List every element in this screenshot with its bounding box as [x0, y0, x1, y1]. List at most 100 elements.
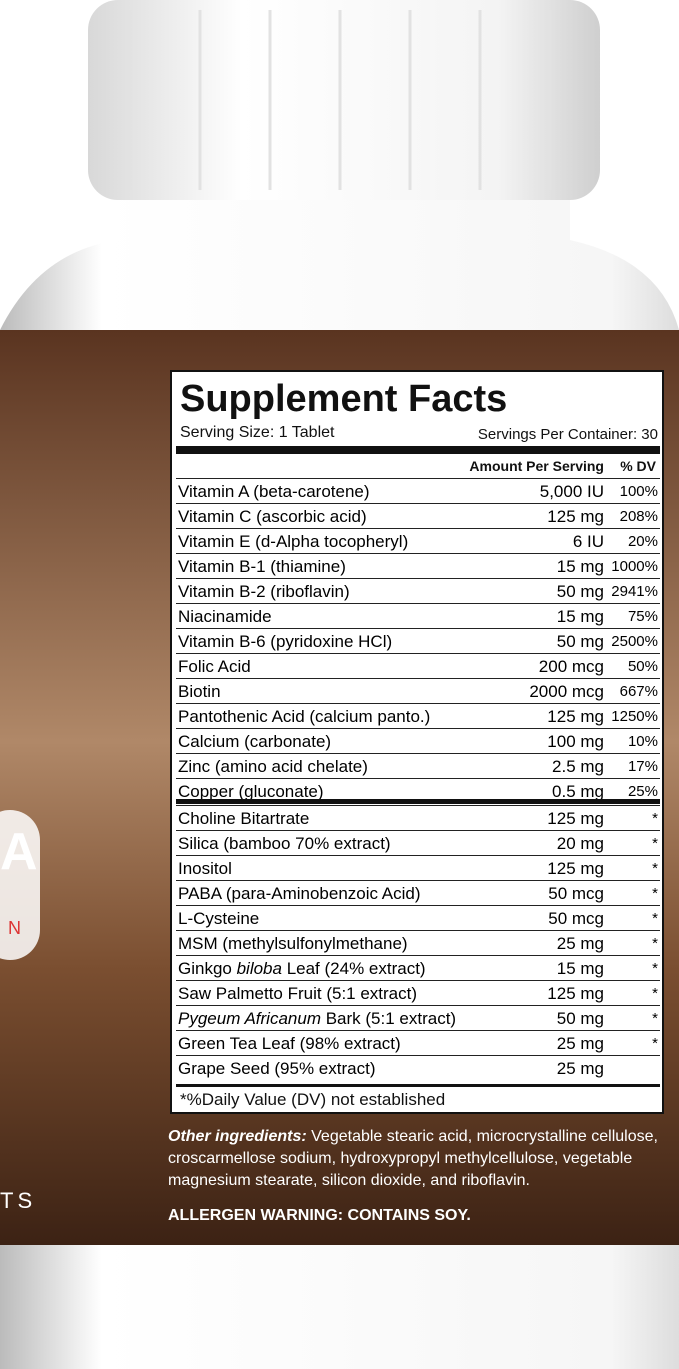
- facts-row: Pygeum Africanum Bark (5:1 extract) 50 mg…: [176, 1005, 660, 1031]
- amount: 25 mg: [556, 1034, 604, 1053]
- daily-value: 10%: [627, 733, 658, 750]
- facts-row: Pantothenic Acid (calcium panto.) 125 mg 1…: [176, 703, 660, 729]
- other-ingredients: Other ingredients: Vegetable stearic aci…: [168, 1126, 672, 1192]
- amount: 15 mg: [556, 557, 604, 576]
- amount: 2000 mcg: [529, 682, 604, 701]
- amount: 25 mg: [556, 934, 604, 953]
- cap: [88, 0, 600, 200]
- amount: 100 mg: [547, 732, 604, 751]
- name-part: Bark (5:1 extract): [320, 1009, 457, 1028]
- daily-value: 20%: [627, 533, 658, 550]
- name-part: Niacinamide: [178, 607, 272, 626]
- daily-value: *: [652, 960, 658, 977]
- name-part: Grape Seed (95% extract): [178, 1059, 376, 1078]
- amount: 50 mg: [556, 582, 604, 601]
- amount: 125 mg: [547, 707, 604, 726]
- facts-row: Vitamin A (beta-carotene) 5,000 IU 100%: [176, 478, 660, 504]
- rule: [176, 799, 660, 804]
- facts-row: Vitamin C (ascorbic acid) 125 mg 208%: [176, 503, 660, 529]
- daily-value: 17%: [627, 758, 658, 775]
- name-part: biloba: [236, 959, 282, 978]
- name-part: Saw Palmetto Fruit (5:1 extract): [178, 984, 418, 1003]
- facts-row: Folic Acid 200 mcg 50%: [176, 653, 660, 679]
- ingredient-name: Copper (gluconate): [178, 779, 324, 804]
- footnote: *%Daily Value (DV) not established: [180, 1090, 446, 1109]
- daily-value: 208%: [619, 508, 658, 525]
- name-part: Vitamin B-6 (pyridoxine HCl): [178, 632, 393, 651]
- name-part: Vitamin E (d-Alpha tocopheryl): [178, 532, 409, 551]
- daily-value: 100%: [619, 483, 658, 500]
- header-dv: % DV: [620, 458, 656, 474]
- name-part: PABA (para-Aminobenzoic Acid): [178, 884, 421, 903]
- daily-value: 667%: [619, 683, 658, 700]
- header-amount: Amount Per Serving: [469, 458, 604, 474]
- facts-row: Zinc (amino acid chelate) 2.5 mg 17%: [176, 753, 660, 779]
- ingredient-name: Choline Bitartrate: [178, 806, 309, 831]
- amount: 15 mg: [556, 607, 604, 626]
- ingredient-name: Vitamin E (d-Alpha tocopheryl): [178, 529, 408, 554]
- daily-value: 1250%: [611, 708, 658, 725]
- ingredient-name: Pygeum Africanum Bark (5:1 extract): [178, 1006, 456, 1031]
- amount: 20 mg: [556, 834, 604, 853]
- name-part: Copper (gluconate): [178, 782, 324, 801]
- facts-title: Supplement Facts: [180, 378, 508, 420]
- amount: 125 mg: [547, 809, 604, 828]
- name-part: Leaf (24% extract): [281, 959, 426, 978]
- facts-row: Vitamin E (d-Alpha tocopheryl) 6 IU 20%: [176, 528, 660, 554]
- daily-value: 1000%: [611, 558, 658, 575]
- daily-value: 25%: [627, 783, 658, 800]
- amount: 2.5 mg: [552, 757, 604, 776]
- name-part: Folic Acid: [178, 657, 251, 676]
- ingredient-name: Green Tea Leaf (98% extract): [178, 1031, 401, 1056]
- daily-value: *: [652, 1010, 658, 1027]
- name-part: Vitamin B-1 (thiamine): [178, 557, 346, 576]
- name-part: Green Tea Leaf (98% extract): [178, 1034, 401, 1053]
- facts-row: Vitamin B-6 (pyridoxine HCl) 50 mg 2500%: [176, 628, 660, 654]
- ingredient-name: MSM (methylsulfonylmethane): [178, 931, 408, 956]
- ingredient-name: Silica (bamboo 70% extract): [178, 831, 391, 856]
- ingredient-name: Ginkgo biloba Leaf (24% extract): [178, 956, 426, 981]
- daily-value: 2500%: [611, 633, 658, 650]
- other-ingredients-label: Other ingredients:: [168, 1128, 307, 1145]
- serving-size: Serving Size: 1 Tablet: [180, 424, 335, 441]
- ingredient-name: Grape Seed (95% extract): [178, 1056, 375, 1081]
- side-text: N: [8, 918, 21, 938]
- amount: 6 IU: [572, 532, 604, 551]
- facts-row: L-Cysteine 50 mcg *: [176, 905, 660, 931]
- side-text: TS: [0, 1188, 37, 1213]
- ingredient-name: Biotin: [178, 679, 221, 704]
- amount: 25 mg: [556, 1059, 604, 1078]
- facts-row: Saw Palmetto Fruit (5:1 extract) 125 mg *: [176, 980, 660, 1006]
- amount: 125 mg: [547, 507, 604, 526]
- amount: 50 mg: [556, 632, 604, 651]
- daily-value: *: [652, 835, 658, 852]
- ingredient-name: Vitamin A (beta-carotene): [178, 479, 370, 504]
- ingredient-name: Inositol: [178, 856, 232, 881]
- daily-value: *: [652, 1035, 658, 1052]
- name-part: Pantothenic Acid (calcium panto.): [178, 707, 431, 726]
- daily-value: 75%: [627, 608, 658, 625]
- name-part: Biotin: [178, 682, 221, 701]
- facts-row: Choline Bitartrate 125 mg *: [176, 805, 660, 831]
- ingredient-name: Vitamin C (ascorbic acid): [178, 504, 367, 529]
- ingredient-name: Saw Palmetto Fruit (5:1 extract): [178, 981, 417, 1006]
- ingredient-name: Niacinamide: [178, 604, 272, 629]
- ingredient-name: Vitamin B-6 (pyridoxine HCl): [178, 629, 392, 654]
- ingredient-name: Pantothenic Acid (calcium panto.): [178, 704, 430, 729]
- allergen-warning: ALLERGEN WARNING: CONTAINS SOY.: [168, 1207, 471, 1224]
- name-part: Zinc (amino acid chelate): [178, 757, 368, 776]
- facts-row: Copper (gluconate) 0.5 mg 25%: [176, 778, 660, 804]
- facts-row: Ginkgo biloba Leaf (24% extract) 15 mg *: [176, 955, 660, 981]
- ingredient-name: Vitamin B-1 (thiamine): [178, 554, 346, 579]
- facts-row: Biotin 2000 mcg 667%: [176, 678, 660, 704]
- name-part: Ginkgo: [178, 959, 237, 978]
- other-ingredients-text: Vegetable stearic acid, microcrystalline…: [168, 1128, 658, 1189]
- name-part: Vitamin A (beta-carotene): [178, 482, 370, 501]
- ingredient-name: Vitamin B-2 (riboflavin): [178, 579, 350, 604]
- facts-row: Green Tea Leaf (98% extract) 25 mg *: [176, 1030, 660, 1056]
- facts-row: Calcium (carbonate) 100 mg 10%: [176, 728, 660, 754]
- daily-value: *: [652, 935, 658, 952]
- facts-row: Silica (bamboo 70% extract) 20 mg *: [176, 830, 660, 856]
- facts-row: Inositol 125 mg *: [176, 855, 660, 881]
